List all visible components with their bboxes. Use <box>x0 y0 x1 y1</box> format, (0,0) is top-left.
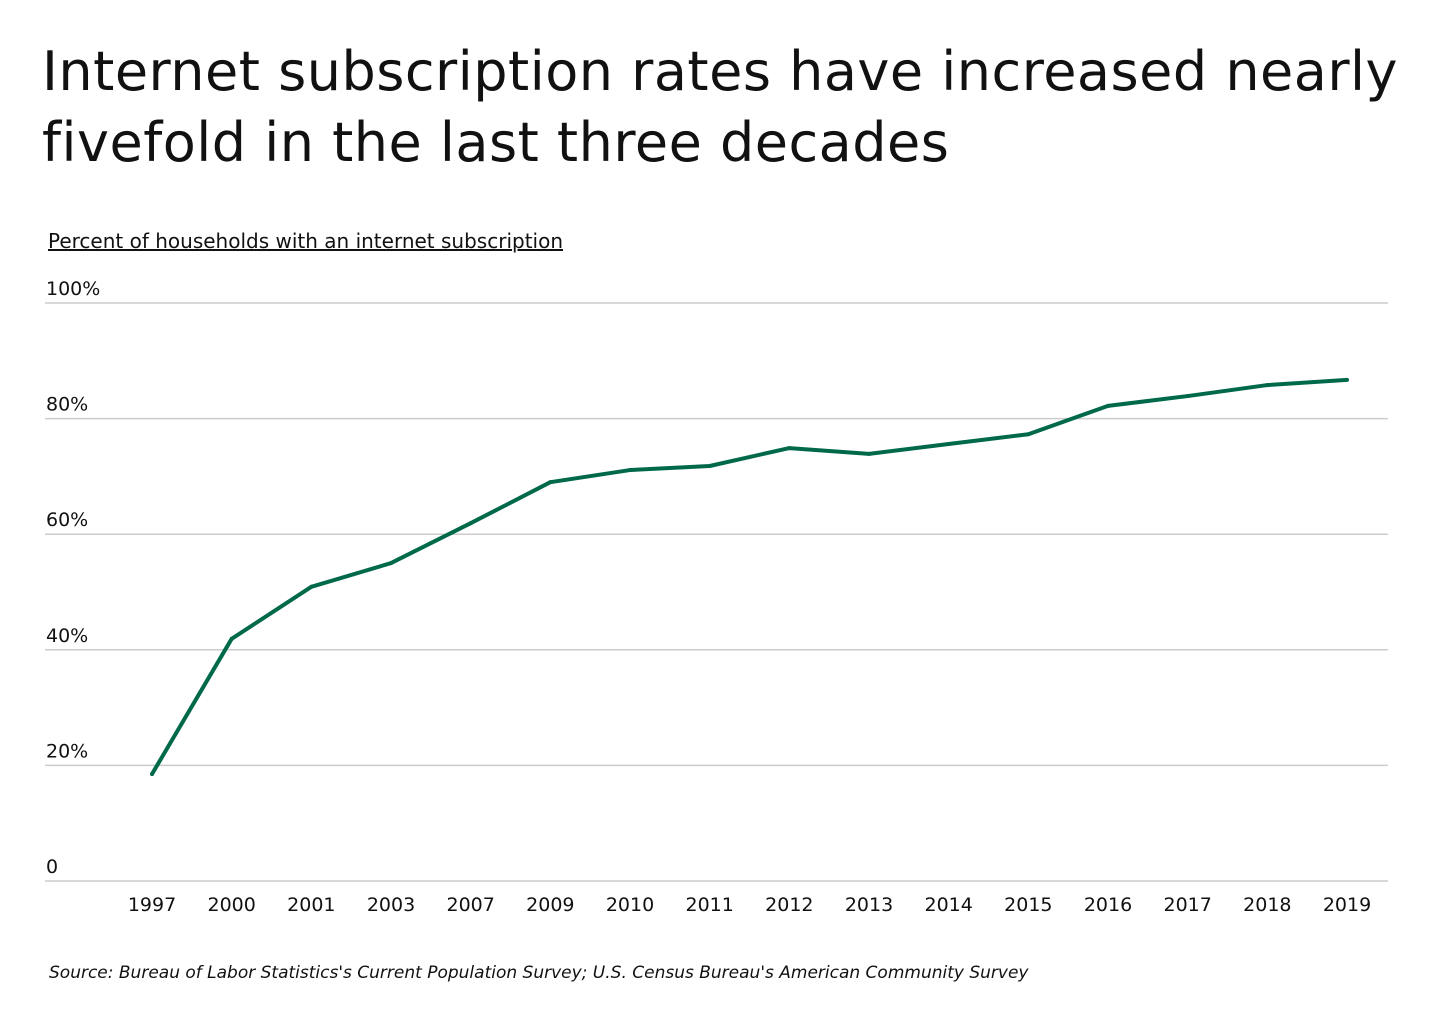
data-point <box>946 442 951 447</box>
y-tick-label: 20% <box>46 740 88 762</box>
series-line <box>150 377 1348 776</box>
data-point <box>150 772 154 777</box>
data-point <box>548 480 553 485</box>
x-tick-label: 2011 <box>685 894 733 916</box>
x-tick-label: 2018 <box>1243 894 1291 916</box>
source-note: Source: Bureau of Labor Statistics's Cur… <box>49 963 1029 983</box>
x-tick-label: 2014 <box>924 894 972 916</box>
x-tick-label: 2007 <box>446 894 494 916</box>
y-tick-label: 80% <box>46 394 88 416</box>
data-point <box>309 584 314 589</box>
data-point <box>389 561 393 566</box>
x-tick-label: 2010 <box>606 894 654 916</box>
x-tick-label: 2015 <box>1004 894 1052 916</box>
data-point <box>1106 403 1110 408</box>
data-point <box>1026 432 1031 437</box>
data-point <box>1345 377 1349 382</box>
chart-subtitle: Percent of households with an internet s… <box>48 229 563 253</box>
y-tick-label: 100% <box>46 278 100 300</box>
x-tick-label: 2000 <box>207 894 255 916</box>
data-point <box>1185 394 1190 399</box>
data-point <box>468 521 473 526</box>
data-point <box>787 446 792 451</box>
x-tick-label: 1997 <box>128 894 176 916</box>
x-tick-label: 2003 <box>367 894 415 916</box>
x-tick-label: 2001 <box>287 894 335 916</box>
data-point <box>229 636 234 641</box>
data-point <box>867 451 871 456</box>
y-tick-label: 40% <box>46 625 88 647</box>
data-point <box>1265 383 1270 388</box>
data-point <box>628 468 632 473</box>
x-tick-label: 2019 <box>1323 894 1371 916</box>
x-tick-label: 2017 <box>1163 894 1211 916</box>
x-tick-label: 2009 <box>526 894 574 916</box>
x-tick-label: 2012 <box>765 894 813 916</box>
data-point <box>707 463 712 468</box>
y-tick-label: 60% <box>46 509 88 531</box>
x-tick-label: 2016 <box>1084 894 1132 916</box>
x-tick-label: 2013 <box>845 894 893 916</box>
y-tick-label: 0 <box>46 856 58 878</box>
chart-title: Internet subscription rates have increas… <box>42 40 1399 174</box>
